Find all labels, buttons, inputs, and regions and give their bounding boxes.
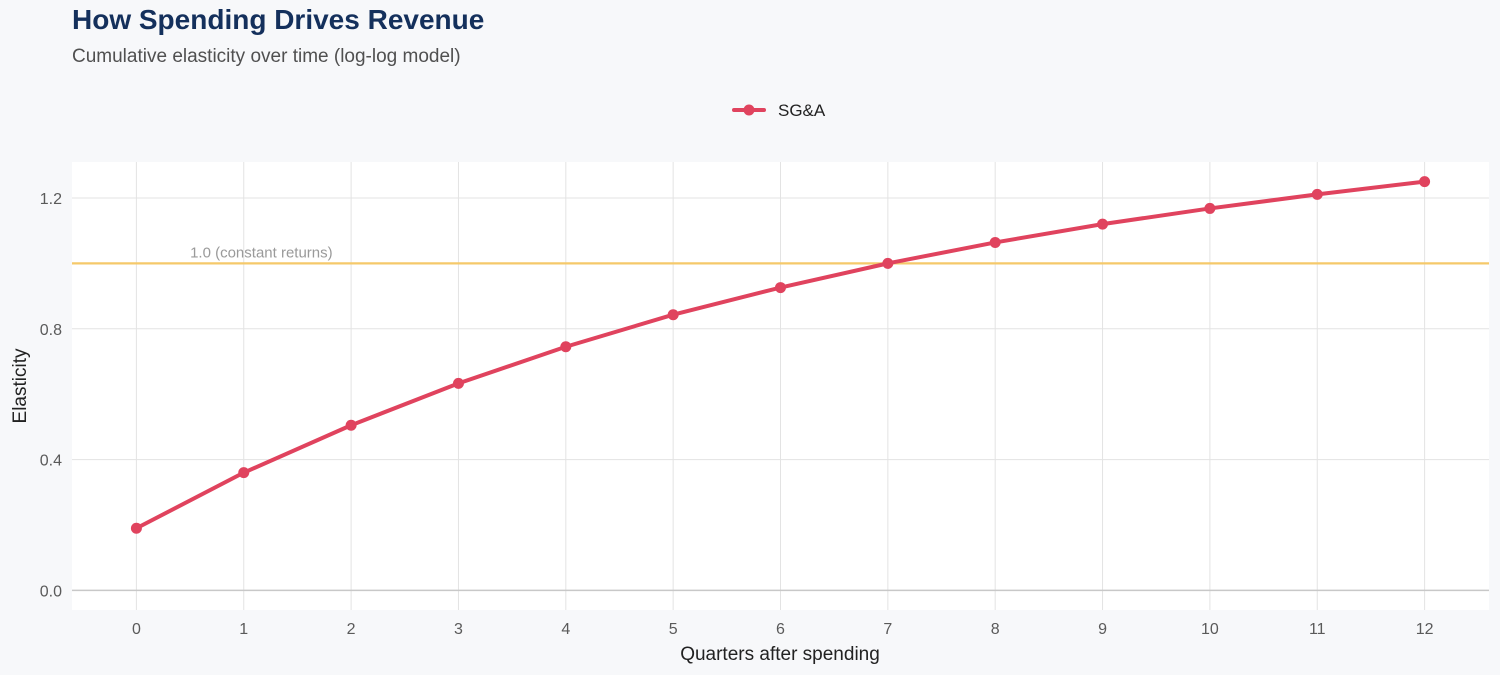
x-tick-label: 9	[1098, 621, 1107, 638]
legend-label: SG&A	[778, 101, 826, 120]
y-tick-label: 0.4	[40, 453, 62, 470]
x-tick-label: 6	[776, 621, 785, 638]
chart-subtitle: Cumulative elasticity over time (log-log…	[72, 46, 461, 67]
x-tick-label: 0	[132, 621, 141, 638]
x-tick-label: 8	[991, 621, 1000, 638]
data-point	[667, 309, 679, 321]
x-tick-label: 7	[883, 621, 892, 638]
reference-line-label: 1.0 (constant returns)	[190, 244, 333, 261]
x-tick-label: 3	[454, 621, 463, 638]
data-point	[1419, 176, 1431, 188]
data-point	[130, 522, 142, 534]
x-tick-label: 12	[1416, 621, 1434, 638]
y-tick-label: 0.8	[40, 322, 62, 339]
data-point	[345, 419, 357, 431]
x-axis-title: Quarters after spending	[680, 644, 880, 665]
y-gridlines	[72, 197, 1489, 592]
legend-swatch-dot	[743, 104, 755, 116]
data-point	[989, 236, 1001, 248]
reference-line-group: 1.0 (constant returns)	[72, 244, 1489, 265]
x-tick-label: 4	[561, 621, 570, 638]
chart-title: How Spending Drives Revenue	[72, 4, 485, 35]
legend: SG&A	[732, 101, 826, 120]
data-point	[1311, 188, 1323, 200]
data-point	[775, 282, 786, 294]
x-tick-label: 1	[239, 621, 248, 638]
x-tick-label: 5	[669, 621, 678, 638]
data-point	[560, 341, 572, 353]
x-tick-label: 11	[1309, 621, 1326, 638]
y-tick-label: 0.0	[40, 583, 62, 600]
y-tick-labels: 0.0 0.4 0.8 1.2	[40, 191, 62, 600]
data-point	[882, 257, 894, 269]
data-point	[1204, 202, 1216, 214]
x-tick-label: 10	[1201, 621, 1219, 638]
x-tick-label: 2	[347, 621, 356, 638]
x-tick-labels: 0 1 2 3 4 5 6 7 8 9 10 11 12	[132, 621, 1434, 638]
data-point	[238, 467, 250, 479]
y-tick-label: 1.2	[40, 191, 62, 208]
data-point	[1097, 218, 1109, 230]
data-point	[452, 377, 464, 389]
series-layer	[130, 176, 1431, 534]
y-axis-title: Elasticity	[10, 348, 31, 423]
